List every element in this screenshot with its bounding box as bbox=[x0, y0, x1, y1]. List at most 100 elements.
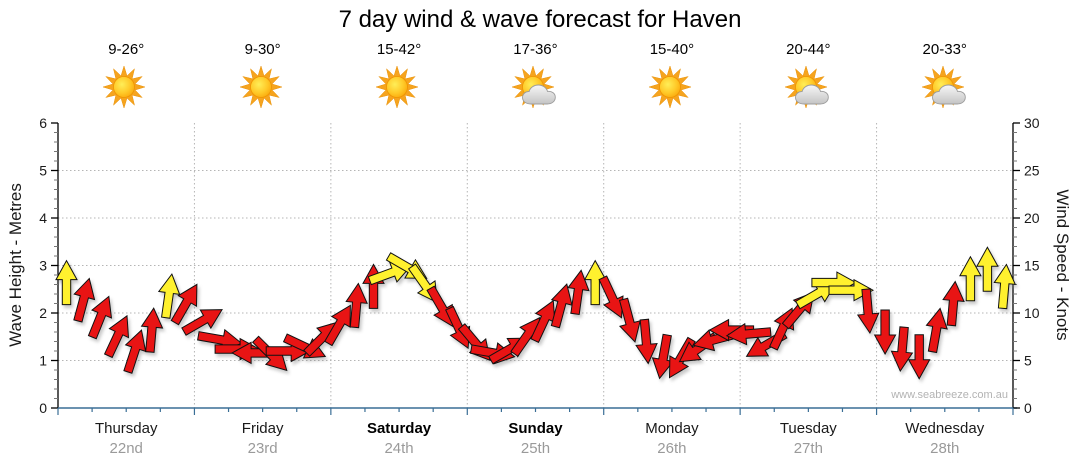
day-forecast-saturday: 15-42° bbox=[331, 40, 467, 111]
svg-text:10: 10 bbox=[1024, 305, 1040, 321]
temp-range: 15-42° bbox=[376, 41, 422, 58]
days-header: 9-26° 9-30° 15-42° 17-36° 15-40° 20-44° … bbox=[58, 40, 1013, 111]
wind-arrow bbox=[73, 277, 96, 323]
day-name: Friday bbox=[241, 420, 284, 437]
wind-arrow bbox=[55, 259, 78, 306]
svg-text:1: 1 bbox=[39, 353, 47, 369]
svg-text:25: 25 bbox=[1024, 163, 1040, 179]
svg-text:2: 2 bbox=[39, 305, 47, 321]
sun-icon bbox=[238, 65, 283, 109]
wind-arrow bbox=[907, 334, 931, 380]
day-date: 28th bbox=[930, 440, 960, 457]
svg-text:15: 15 bbox=[1024, 258, 1040, 274]
wind-arrow bbox=[282, 333, 327, 359]
day-date: 24th bbox=[384, 440, 414, 457]
day-forecast-thursday: 9-26° bbox=[58, 40, 194, 111]
day-forecast-tuesday: 20-44° bbox=[740, 40, 876, 111]
x-label-monday: Monday 26th bbox=[604, 419, 740, 459]
x-label-tuesday: Tuesday 27th bbox=[740, 419, 876, 459]
svg-text:0: 0 bbox=[39, 400, 47, 416]
svg-text:5: 5 bbox=[1024, 353, 1032, 369]
wind-arrow bbox=[123, 329, 147, 374]
wind-arrow bbox=[445, 305, 471, 350]
day-forecast-wednesday: 20-33° bbox=[877, 40, 1013, 111]
x-label-wednesday: Wednesday 28th bbox=[877, 419, 1013, 459]
chart-title: 7 day wind & wave forecast for Haven bbox=[338, 6, 742, 33]
sun-cloud-icon bbox=[920, 65, 966, 109]
day-date: 23rd bbox=[247, 440, 278, 457]
wind-arrow bbox=[925, 307, 948, 354]
svg-text:0: 0 bbox=[1024, 400, 1032, 416]
x-label-thursday: Thursday 22nd bbox=[58, 419, 194, 459]
wind-arrow bbox=[181, 309, 223, 336]
temp-range: 9-26° bbox=[108, 41, 145, 58]
day-date: 25th bbox=[520, 440, 551, 457]
wind-arrow bbox=[959, 255, 982, 302]
wind-arrow bbox=[856, 288, 880, 335]
wind-arrow bbox=[635, 318, 658, 365]
temp-range: 20-33° bbox=[922, 41, 967, 58]
wind-arrow bbox=[890, 326, 914, 373]
weather-icon bbox=[648, 65, 696, 111]
temp-range: 15-40° bbox=[649, 41, 695, 58]
wind-arrow bbox=[157, 273, 181, 319]
wind-arrow bbox=[345, 282, 368, 329]
wind-arrow bbox=[103, 314, 130, 359]
x-label-sunday: Sunday 25th bbox=[467, 419, 603, 459]
wind-arrow bbox=[873, 309, 897, 356]
svg-text:4: 4 bbox=[39, 210, 47, 226]
x-axis-labels: Thursday 22nd Friday 23rd Saturday 24th … bbox=[58, 419, 1013, 459]
wind-arrow bbox=[993, 263, 1017, 310]
svg-text:3: 3 bbox=[39, 258, 47, 274]
day-name: Wednesday bbox=[905, 420, 985, 437]
weather-icon bbox=[784, 65, 832, 111]
day-date: 27th bbox=[793, 440, 823, 457]
weather-icon bbox=[375, 65, 423, 111]
wind-arrow bbox=[598, 275, 624, 319]
wind-arrow bbox=[725, 322, 772, 346]
day-forecast-sunday: 17-36° bbox=[467, 40, 603, 111]
temp-range: 20-44° bbox=[786, 41, 831, 58]
wind-arrow bbox=[550, 283, 573, 329]
wind-arrow bbox=[87, 295, 113, 340]
wind-arrow bbox=[170, 283, 198, 326]
wind-arrow bbox=[140, 307, 164, 353]
day-forecast-friday: 9-30° bbox=[194, 40, 330, 111]
day-date: 22nd bbox=[109, 440, 143, 457]
sun-icon bbox=[648, 65, 692, 109]
wind-arrow bbox=[567, 269, 590, 316]
weather-icon bbox=[238, 65, 287, 111]
day-forecast-monday: 15-40° bbox=[604, 40, 740, 111]
day-name: Tuesday bbox=[779, 420, 837, 437]
temp-range: 17-36° bbox=[513, 41, 558, 58]
wind-arrow bbox=[426, 285, 454, 328]
weather-icon bbox=[511, 65, 559, 111]
day-name: Saturday bbox=[366, 420, 432, 437]
axes: 0 1 2 3 4 5 6 0 5 10 15 20 25 30 bbox=[39, 115, 1040, 416]
svg-text:30: 30 bbox=[1024, 115, 1040, 131]
svg-text:20: 20 bbox=[1024, 210, 1040, 226]
watermark: www.seabreeze.com.au bbox=[891, 389, 1008, 401]
day-name: Monday bbox=[645, 420, 699, 437]
wind-arrow bbox=[618, 297, 641, 343]
x-label-friday: Friday 23rd bbox=[194, 419, 330, 459]
wind-arrow bbox=[324, 304, 351, 347]
sun-cloud-icon bbox=[784, 65, 830, 109]
gridlines bbox=[58, 123, 1013, 408]
sun-cloud-icon bbox=[511, 65, 557, 109]
wind-arrow bbox=[942, 280, 965, 327]
temp-range: 9-30° bbox=[244, 41, 281, 58]
day-name: Sunday bbox=[508, 420, 563, 437]
svg-text:5: 5 bbox=[39, 163, 47, 179]
wind-arrow bbox=[976, 246, 999, 292]
weather-icon bbox=[920, 65, 969, 111]
sun-icon bbox=[102, 65, 147, 109]
day-name: Thursday bbox=[94, 420, 158, 437]
x-label-saturday: Saturday 24th bbox=[331, 419, 467, 459]
wind-arrow-series bbox=[55, 246, 1017, 380]
svg-text:6: 6 bbox=[39, 115, 47, 131]
sun-icon bbox=[375, 65, 419, 109]
day-date: 26th bbox=[657, 440, 687, 457]
